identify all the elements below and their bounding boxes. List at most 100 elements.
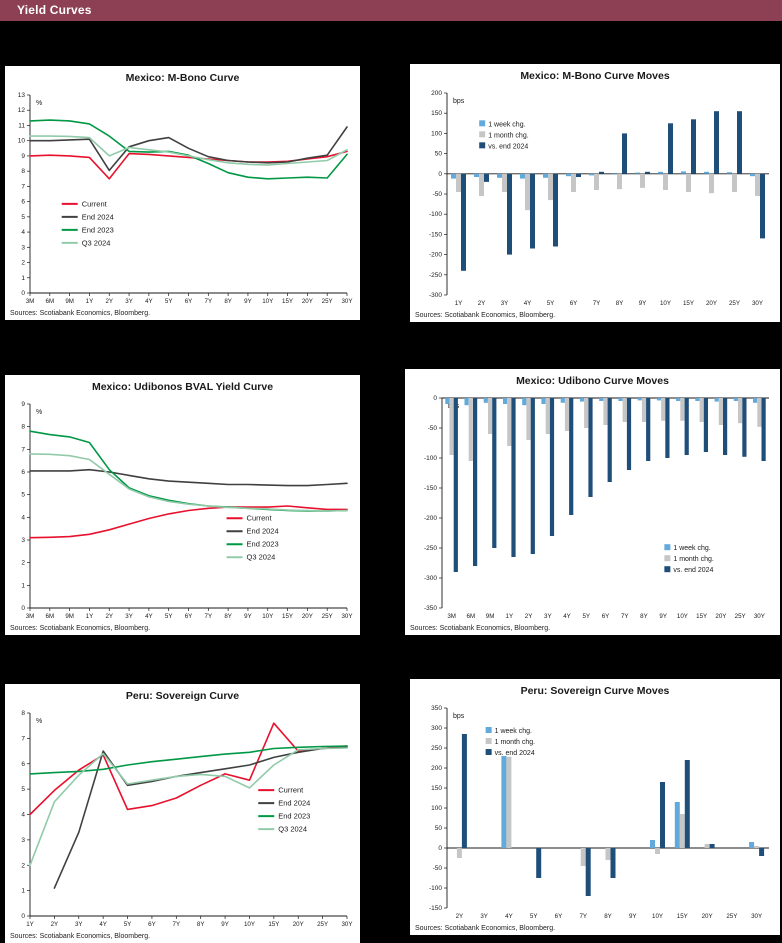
svg-text:7Y: 7Y <box>205 298 213 305</box>
svg-text:%: % <box>36 409 42 416</box>
svg-text:3Y: 3Y <box>125 613 133 620</box>
svg-text:8Y: 8Y <box>616 300 624 307</box>
svg-text:1Y: 1Y <box>86 613 94 620</box>
svg-text:25Y: 25Y <box>729 300 740 307</box>
svg-text:-200: -200 <box>429 252 442 259</box>
chart-canvas: 0 1 2 3 4 5 6 7 8 9 3M 6M 9M 1Y 2Y 3Y 4Y 5Y 6Y 7Y 8Y 9Y 10Y 15Y… <box>21 401 352 620</box>
svg-text:bps: bps <box>453 713 465 720</box>
svg-text:100: 100 <box>431 805 442 812</box>
svg-text:250: 250 <box>431 745 442 752</box>
svg-text:9M: 9M <box>486 613 495 620</box>
svg-text:8Y: 8Y <box>197 921 205 928</box>
svg-text:4Y: 4Y <box>145 613 153 620</box>
svg-text:Q3 2024: Q3 2024 <box>247 553 276 562</box>
svg-text:3Y: 3Y <box>501 300 509 307</box>
svg-text:4Y: 4Y <box>145 298 153 305</box>
svg-text:5: 5 <box>21 786 25 793</box>
svg-text:8: 8 <box>21 168 25 175</box>
svg-text:End 2024: End 2024 <box>278 799 310 808</box>
svg-text:15Y: 15Y <box>696 613 707 620</box>
svg-text:5: 5 <box>21 214 25 221</box>
source-text: Sources: Scotiabank Economics, Bloomberg… <box>410 625 551 632</box>
svg-text:20Y: 20Y <box>293 921 304 928</box>
svg-text:0: 0 <box>21 913 25 920</box>
svg-text:20Y: 20Y <box>302 298 313 305</box>
svg-text:End 2024: End 2024 <box>82 212 114 221</box>
source-text: Sources: Scotiabank Economics, Bloomberg… <box>415 925 556 932</box>
svg-text:0: 0 <box>21 290 25 297</box>
svg-text:1 month chg.: 1 month chg. <box>488 132 529 139</box>
svg-text:7Y: 7Y <box>579 913 587 920</box>
svg-text:7Y: 7Y <box>173 921 181 928</box>
chart-title: Mexico: Udibono Curve Moves <box>516 375 669 387</box>
svg-text:5Y: 5Y <box>530 913 538 920</box>
svg-text:150: 150 <box>431 110 442 117</box>
svg-text:15Y: 15Y <box>683 300 694 307</box>
svg-text:-300: -300 <box>429 292 442 299</box>
svg-text:-250: -250 <box>424 545 437 552</box>
svg-text:0: 0 <box>21 605 25 612</box>
svg-text:-300: -300 <box>424 575 437 582</box>
source-text: Sources: Scotiabank Economics, Bloomberg… <box>10 310 151 317</box>
svg-text:8: 8 <box>21 710 25 717</box>
svg-text:1 week chg.: 1 week chg. <box>488 121 525 128</box>
svg-text:30Y: 30Y <box>341 298 352 305</box>
chart-canvas: -350 -300 -250 -200 -150 -100 -50 0 3M 6M 9M 1Y 2Y 3Y… <box>424 395 769 620</box>
svg-text:2Y: 2Y <box>105 298 113 305</box>
svg-text:0: 0 <box>438 845 442 852</box>
chart-title: Peru: Sovereign Curve <box>125 690 240 702</box>
svg-text:4: 4 <box>21 514 25 521</box>
svg-text:2: 2 <box>21 560 25 567</box>
svg-text:End 2023: End 2023 <box>247 540 279 549</box>
svg-text:10Y: 10Y <box>660 300 671 307</box>
page-title: Yield Curves <box>17 3 92 17</box>
svg-text:15Y: 15Y <box>282 613 293 620</box>
svg-text:-100: -100 <box>424 455 437 462</box>
svg-text:2Y: 2Y <box>456 913 464 920</box>
svg-text:2Y: 2Y <box>51 921 59 928</box>
svg-text:9Y: 9Y <box>639 300 647 307</box>
svg-text:300: 300 <box>431 725 442 732</box>
svg-text:200: 200 <box>431 765 442 772</box>
svg-text:-50: -50 <box>433 865 443 872</box>
svg-text:10: 10 <box>18 138 26 145</box>
svg-text:6Y: 6Y <box>602 613 610 620</box>
svg-text:3M: 3M <box>26 298 35 305</box>
svg-text:6Y: 6Y <box>570 300 578 307</box>
chart-panel-mexico-udibonos-curve: Mexico: Udibonos BVAL Yield Curve 0 1 2 3 4 5… <box>5 375 360 635</box>
svg-text:8: 8 <box>21 424 25 431</box>
svg-text:3: 3 <box>21 537 25 544</box>
svg-text:4Y: 4Y <box>99 921 107 928</box>
svg-text:15Y: 15Y <box>677 913 688 920</box>
svg-text:30Y: 30Y <box>751 913 762 920</box>
svg-text:10Y: 10Y <box>677 613 688 620</box>
svg-text:4: 4 <box>21 812 25 819</box>
svg-text:5Y: 5Y <box>582 613 590 620</box>
svg-text:-50: -50 <box>433 191 443 198</box>
svg-text:End 2023: End 2023 <box>278 812 310 821</box>
svg-text:6M: 6M <box>467 613 476 620</box>
svg-text:30Y: 30Y <box>752 300 763 307</box>
svg-text:6: 6 <box>21 199 25 206</box>
svg-text:100: 100 <box>431 130 442 137</box>
svg-text:1Y: 1Y <box>506 613 514 620</box>
svg-text:-250: -250 <box>429 272 442 279</box>
svg-text:10Y: 10Y <box>262 298 273 305</box>
svg-text:1 month chg.: 1 month chg. <box>673 556 714 563</box>
svg-text:1: 1 <box>21 275 25 282</box>
svg-text:11: 11 <box>18 122 25 129</box>
svg-text:9: 9 <box>21 401 25 408</box>
svg-text:-150: -150 <box>429 905 442 912</box>
svg-text:-100: -100 <box>429 885 442 892</box>
svg-text:8Y: 8Y <box>224 298 232 305</box>
svg-text:2Y: 2Y <box>105 613 113 620</box>
svg-text:8Y: 8Y <box>224 613 232 620</box>
svg-text:7Y: 7Y <box>593 300 601 307</box>
svg-text:-150: -150 <box>429 231 442 238</box>
svg-text:2: 2 <box>21 260 25 267</box>
chart-title: Mexico: M-Bono Curve <box>125 72 240 84</box>
chart-canvas: -150 -100 -50 0 50 100 150 200 250 300 350 2Y 3Y 4Y 5Y… <box>429 705 769 920</box>
svg-text:15Y: 15Y <box>268 921 279 928</box>
svg-text:6: 6 <box>21 469 25 476</box>
